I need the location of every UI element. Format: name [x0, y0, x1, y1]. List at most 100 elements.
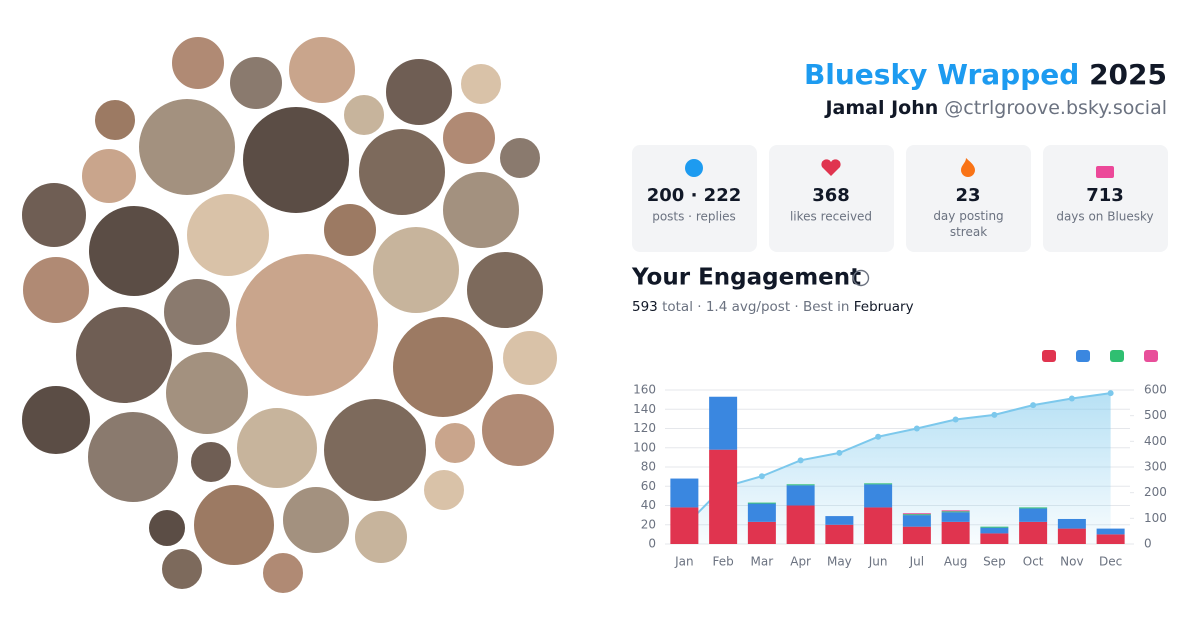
avatar	[287, 35, 357, 105]
stat-value: 368	[812, 185, 850, 206]
bar-segment	[980, 533, 1009, 544]
bar-segment	[902, 515, 931, 527]
stat-label: likes received	[790, 210, 872, 224]
bar-segment	[1057, 528, 1086, 544]
avatar	[384, 57, 454, 127]
summary-text: total · 1.4 avg/post · Best in	[662, 299, 849, 315]
x-tick-label: Dec	[1099, 555, 1122, 569]
best-month: February	[854, 299, 914, 315]
avatar	[20, 181, 88, 249]
avatar	[441, 170, 521, 250]
avatar	[281, 485, 351, 555]
y2-tick-label: 600	[1144, 383, 1167, 397]
stat-label: day posting streak	[933, 209, 1004, 239]
avatar	[480, 392, 556, 468]
line-point	[758, 473, 765, 480]
bar-segment	[864, 484, 893, 508]
y-tick-label: 20	[641, 517, 656, 531]
bar-segment	[786, 485, 815, 506]
avatar	[241, 105, 351, 215]
bar-segment	[670, 507, 699, 544]
engagement-chart: 0 20 40 60 80 100 120 140 160 0 100 200 300 400 500 600…	[633, 350, 1167, 569]
section-heading: Your Engagement	[631, 265, 861, 291]
y2-tick-label: 0	[1144, 537, 1152, 551]
cake-icon	[1096, 166, 1114, 178]
legend-icon[interactable]	[1042, 350, 1056, 362]
bar-segment	[1096, 528, 1125, 535]
bar-segment	[941, 510, 970, 512]
title: Bluesky Wrapped	[804, 58, 1079, 91]
avatar	[137, 97, 237, 197]
user-handle: @ctrlgroove.bsky.social	[944, 97, 1167, 119]
avatar	[422, 468, 466, 512]
y2-tick-label: 200	[1144, 485, 1167, 499]
avatar	[162, 277, 232, 347]
y2-tick-label: 300	[1144, 460, 1167, 474]
stat-value: 713	[1086, 185, 1124, 206]
bar-segment	[747, 521, 776, 544]
x-tick-label: Jul	[909, 555, 924, 569]
line-point	[1030, 402, 1037, 409]
year: 2025	[1089, 58, 1167, 91]
x-tick-label: Feb	[713, 555, 734, 569]
fire-icon	[961, 158, 975, 177]
x-tick-label: Apr	[790, 555, 811, 569]
stat-card	[1043, 145, 1168, 252]
bar-segment	[941, 521, 970, 544]
avatar	[501, 329, 559, 387]
line-point	[1107, 390, 1114, 397]
avatar	[459, 62, 503, 106]
avatar	[342, 93, 386, 137]
line-point	[913, 425, 920, 432]
y-tick-label: 120	[633, 421, 656, 435]
avatar	[357, 127, 447, 217]
heart-icon	[821, 159, 841, 176]
avatar	[164, 350, 250, 436]
stat-value: 23	[955, 185, 980, 206]
x-tick-label: Jun	[868, 555, 888, 569]
stat-card	[769, 145, 894, 252]
legend-icon[interactable]	[1144, 350, 1158, 362]
avatar	[391, 315, 495, 419]
x-tick-label: Nov	[1060, 555, 1083, 569]
stat-value: 200 · 222	[647, 185, 742, 206]
avatar	[185, 192, 271, 278]
bar-segment	[709, 449, 738, 544]
x-tick-label: Sep	[983, 555, 1006, 569]
bar-segment	[825, 524, 854, 544]
avatar	[170, 35, 226, 91]
line-point	[875, 433, 882, 440]
x-tick-label: Oct	[1023, 555, 1044, 569]
bar-segment	[864, 483, 893, 485]
bar-segment	[709, 396, 738, 450]
x-tick-label: Jan	[674, 555, 694, 569]
avatar	[441, 110, 497, 166]
avatar	[228, 55, 284, 111]
stat-cards: 200 · 222 posts · replies 368 likes rece…	[632, 145, 1168, 252]
bar-segment	[941, 512, 970, 522]
legend-icon[interactable]	[1110, 350, 1124, 362]
x-tick-label: May	[827, 555, 852, 569]
avatar	[322, 202, 378, 258]
y-tick-label: 40	[641, 498, 656, 512]
bar-segment	[747, 502, 776, 504]
info-icon[interactable]	[852, 269, 870, 287]
y2-tick-label: 500	[1144, 408, 1167, 422]
bar-segment	[941, 511, 970, 513]
x-tick-label: Mar	[751, 555, 774, 569]
avatar	[261, 551, 305, 595]
line-point	[952, 416, 959, 423]
avatar	[93, 98, 137, 142]
line-point	[1068, 395, 1075, 402]
bar-segment	[1096, 534, 1125, 544]
avatar	[371, 225, 461, 315]
bar-segment	[1057, 518, 1086, 529]
bar-segment	[1019, 508, 1048, 522]
bar-segment	[825, 516, 854, 525]
avatar	[192, 483, 276, 567]
y-tick-label: 60	[641, 479, 656, 493]
legend-icon[interactable]	[1076, 350, 1090, 362]
user-line: Jamal John @ctrlgroove.bsky.social	[823, 97, 1167, 119]
summary: 593 total · 1.4 avg/post · Best in Febru…	[632, 299, 914, 315]
